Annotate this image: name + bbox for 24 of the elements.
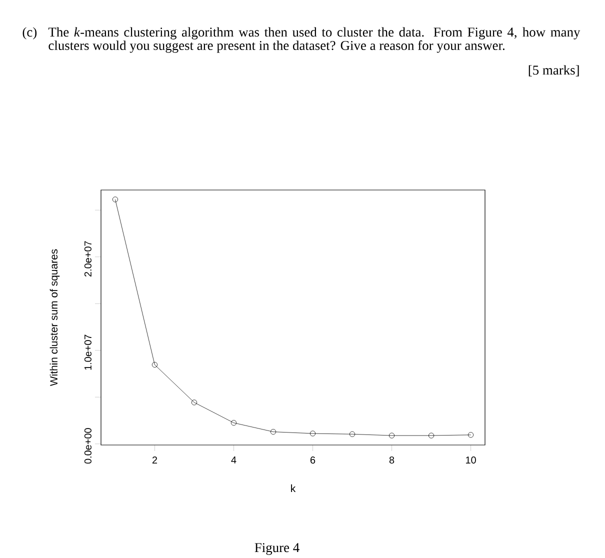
- caption: Figure 4: [254, 543, 300, 555]
- point: [152, 362, 158, 368]
- point: [270, 429, 276, 435]
- x-tick-label: 8: [389, 456, 394, 464]
- x-tick-label: 6: [310, 456, 316, 464]
- point: [388, 432, 395, 438]
- point: [112, 196, 118, 202]
- y-tick-label: 2.0e+07: [84, 241, 92, 276]
- text: [5 marks]: [528, 65, 579, 76]
- x-tick-label: 2: [152, 456, 158, 464]
- text: The k-means clustering algorithm was then used to cluster the data. From Figure 4, how many clusters would you suggest are present in the dataset? Give a reason for your answer.: [48, 27, 580, 53]
- point: [349, 431, 356, 437]
- text: (c): [22, 27, 37, 40]
- point: [191, 400, 198, 406]
- y-tick-label: 0.0e+00: [84, 428, 92, 464]
- point: [428, 432, 434, 438]
- y-axis-title: Within cluster sum of squares: [50, 249, 60, 386]
- x-tick-label: 10: [466, 456, 476, 464]
- x-axis-title: k: [291, 484, 296, 492]
- x-tick-label: 4: [231, 456, 236, 464]
- point: [468, 432, 474, 438]
- y-tick-label: 1.0e+07: [84, 334, 92, 370]
- point: [230, 420, 237, 426]
- point: [310, 430, 316, 436]
